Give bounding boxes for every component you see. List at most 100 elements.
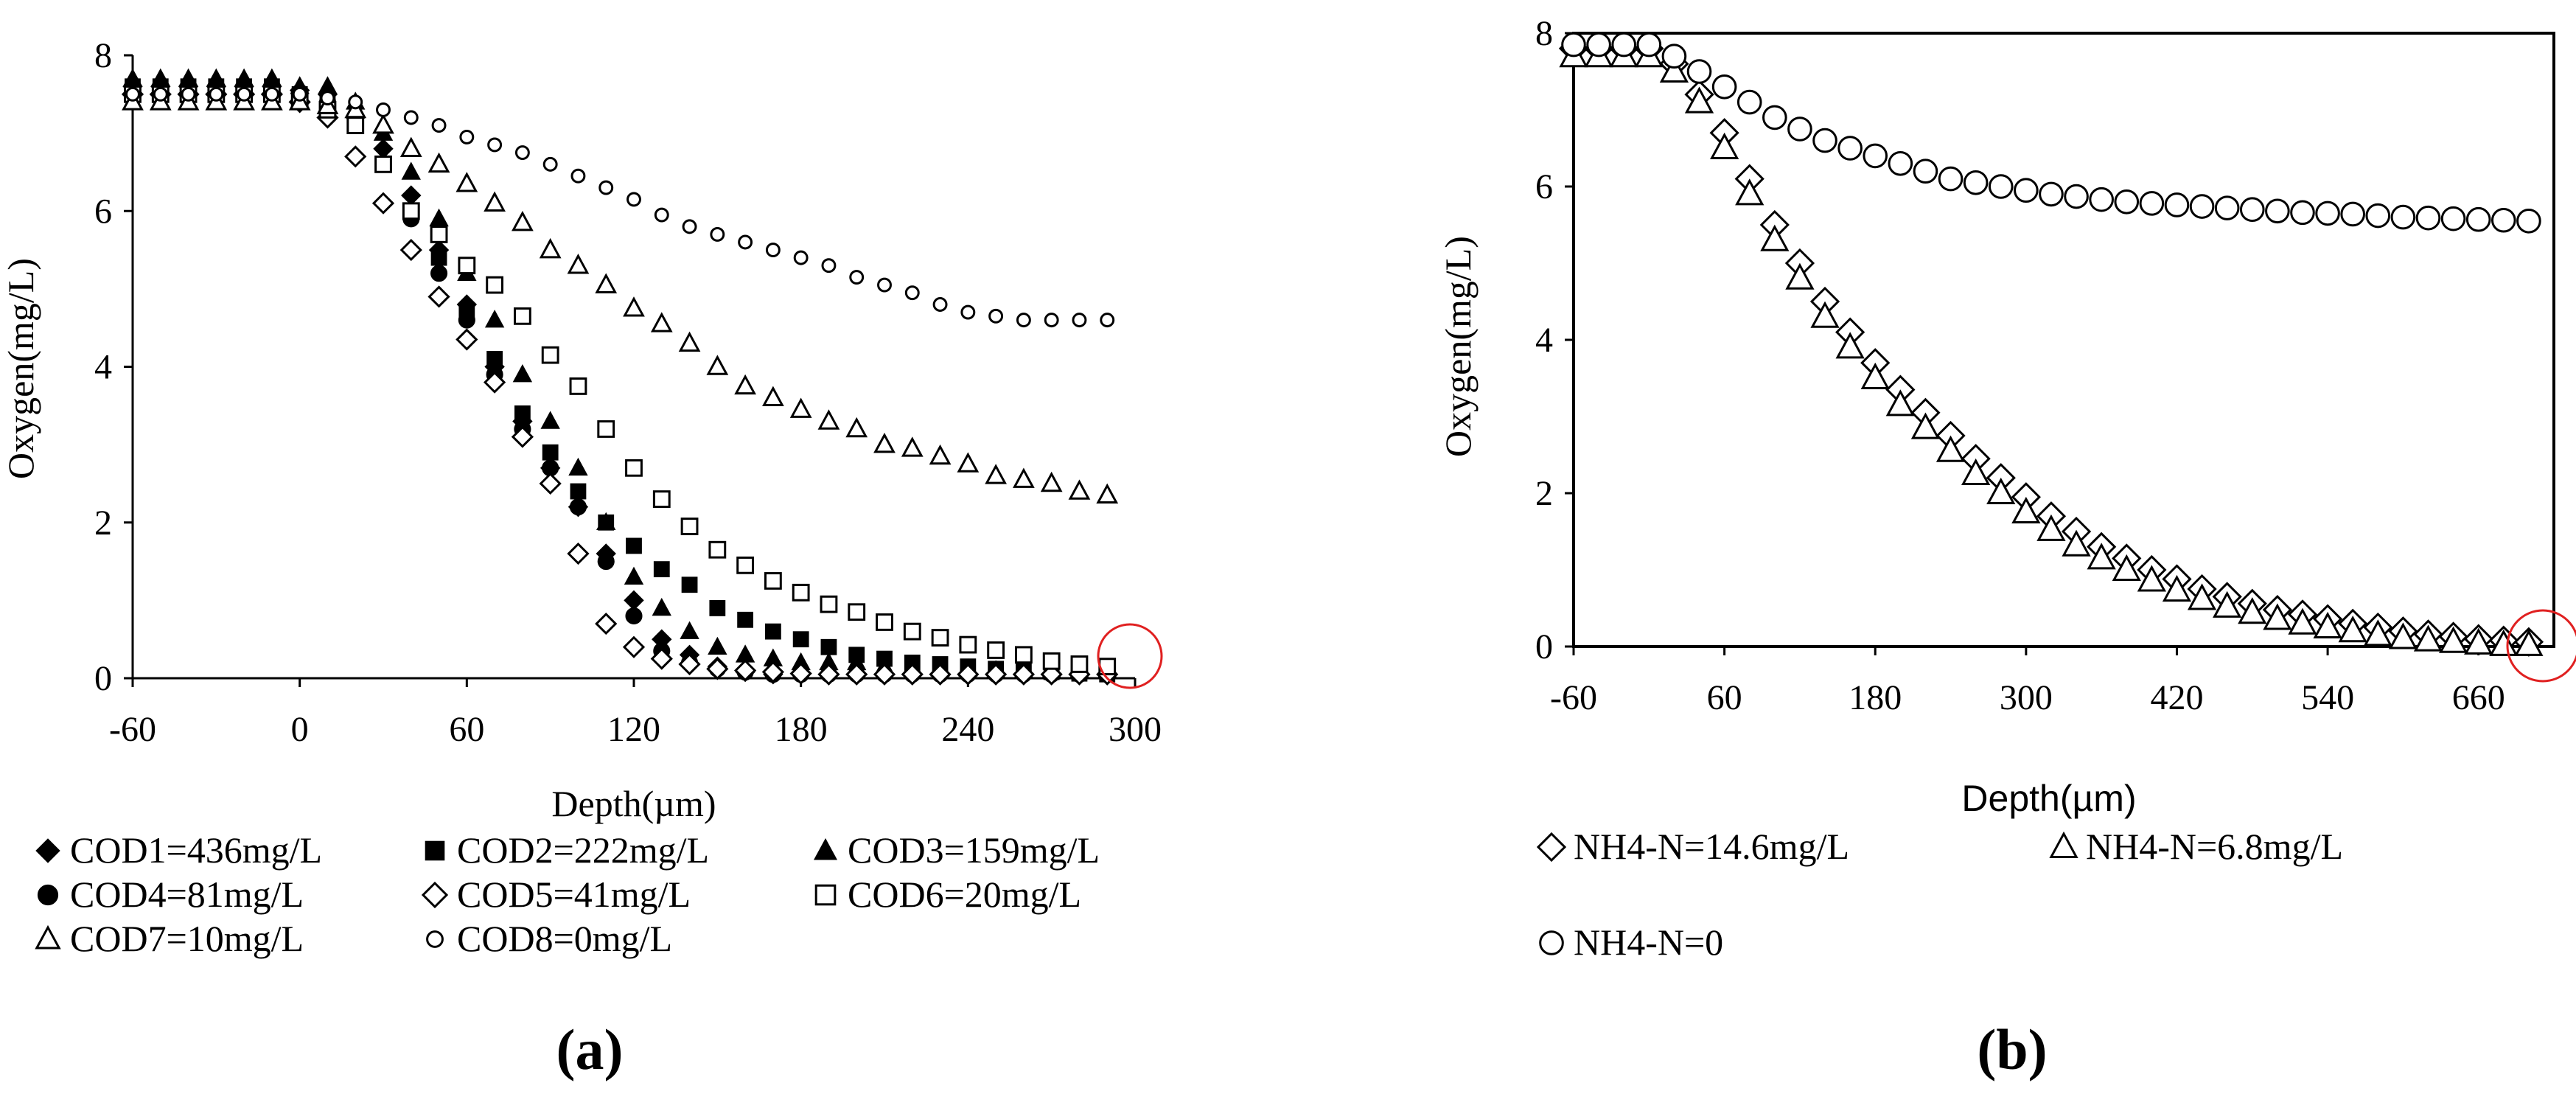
panel-b: 0 2 4 6 8 -60 60 180 300 420 540 660 Depth(µm) Oxygen… bbox=[1437, 14, 2576, 1081]
data-point bbox=[1013, 467, 1035, 488]
data-point bbox=[1636, 32, 1662, 58]
data-point bbox=[625, 459, 643, 477]
data-point bbox=[2388, 622, 2418, 649]
data-point bbox=[1785, 262, 1815, 290]
data-point bbox=[484, 310, 505, 328]
data-point bbox=[1735, 178, 1765, 206]
data-point bbox=[125, 86, 140, 102]
data-point bbox=[1963, 170, 1989, 195]
legend-label: COD1=436mg/L bbox=[70, 829, 322, 871]
data-point bbox=[2265, 198, 2290, 224]
data-point bbox=[2338, 616, 2367, 643]
data-point bbox=[817, 409, 840, 430]
data-point bbox=[2290, 200, 2315, 226]
data-point bbox=[903, 622, 921, 641]
data-point bbox=[1863, 143, 1888, 169]
data-point bbox=[1711, 74, 1737, 100]
legend-entry: NH4-N=6.8mg/L bbox=[2049, 826, 2343, 867]
data-point bbox=[2164, 192, 2190, 217]
legend-marker bbox=[2049, 831, 2078, 858]
data-point bbox=[2089, 187, 2114, 212]
data-point bbox=[514, 145, 530, 160]
data-point bbox=[765, 243, 781, 258]
data-point bbox=[2238, 597, 2267, 624]
data-point bbox=[401, 161, 421, 180]
legend-entry: COD5=41mg/L bbox=[421, 874, 691, 915]
data-point bbox=[264, 86, 279, 102]
data-point bbox=[624, 566, 644, 585]
data-point bbox=[570, 168, 586, 184]
legend-marker bbox=[425, 840, 445, 861]
data-point bbox=[486, 276, 504, 294]
x-tick-label: -60 bbox=[1550, 678, 1597, 717]
data-point bbox=[681, 576, 698, 593]
legend-entry: NH4-N=0 bbox=[1539, 921, 1723, 963]
data-point bbox=[292, 86, 307, 102]
data-point bbox=[2189, 194, 2215, 219]
data-point bbox=[1100, 313, 1115, 328]
panel-label: (a) bbox=[556, 1017, 624, 1081]
data-point bbox=[1561, 32, 1586, 58]
series-NH4-N=14.6mg/L bbox=[1558, 33, 2544, 657]
data-point bbox=[652, 490, 671, 508]
data-point bbox=[402, 202, 420, 220]
data-point bbox=[1837, 136, 1863, 161]
x-tick-label: 240 bbox=[941, 710, 994, 749]
legend-label: COD3=159mg/L bbox=[848, 829, 1100, 871]
data-point bbox=[484, 191, 506, 212]
legend-marker bbox=[814, 884, 837, 906]
data-point bbox=[2139, 191, 2165, 216]
data-point bbox=[2011, 496, 2041, 523]
data-point bbox=[427, 285, 450, 308]
data-point bbox=[985, 464, 1007, 484]
legend-label: NH4-N=0 bbox=[1574, 921, 1723, 963]
x-tick-label: 300 bbox=[2000, 678, 2053, 717]
x-tick-label: 60 bbox=[449, 710, 484, 749]
data-point bbox=[1044, 313, 1059, 328]
data-point bbox=[904, 285, 920, 301]
data-point bbox=[2039, 181, 2064, 207]
y-tick-label: 4 bbox=[94, 348, 112, 387]
legend-label: COD5=41mg/L bbox=[457, 874, 691, 915]
data-point bbox=[1888, 151, 1913, 176]
data-point bbox=[932, 297, 948, 312]
data-point bbox=[399, 238, 422, 262]
legend-marker bbox=[426, 930, 444, 948]
data-point bbox=[2440, 206, 2466, 231]
data-point bbox=[626, 537, 642, 554]
data-point bbox=[2214, 195, 2240, 220]
data-point bbox=[513, 307, 531, 325]
data-point bbox=[849, 270, 865, 285]
data-point bbox=[682, 219, 697, 234]
data-point bbox=[1684, 86, 1714, 114]
data-point bbox=[2114, 189, 2140, 215]
data-point bbox=[848, 603, 866, 621]
data-point bbox=[622, 635, 646, 658]
data-point bbox=[1661, 43, 1687, 69]
data-point bbox=[1810, 301, 1840, 328]
x-tick-label: 420 bbox=[2150, 678, 2203, 717]
data-point bbox=[1040, 471, 1063, 492]
legend-entry: COD2=222mg/L bbox=[425, 829, 709, 871]
x-tick-label: 540 bbox=[2301, 678, 2354, 717]
data-point bbox=[2137, 565, 2166, 592]
series-COD5=41mg/L bbox=[121, 83, 1119, 686]
legend-label: COD8=0mg/L bbox=[457, 918, 672, 959]
data-point bbox=[929, 444, 952, 465]
data-point bbox=[1885, 389, 1915, 417]
data-point bbox=[1586, 32, 1611, 58]
data-point bbox=[2062, 529, 2091, 557]
data-point bbox=[793, 250, 809, 265]
data-point bbox=[2263, 603, 2292, 630]
data-point bbox=[2288, 607, 2317, 635]
data-point bbox=[2390, 204, 2416, 230]
legend-entry: COD7=10mg/L bbox=[35, 918, 304, 959]
legend-label: COD7=10mg/L bbox=[70, 918, 304, 959]
data-point bbox=[706, 355, 729, 375]
data-point bbox=[2112, 554, 2141, 581]
legend-marker bbox=[421, 881, 449, 909]
data-point bbox=[2514, 629, 2544, 656]
data-point bbox=[678, 331, 701, 352]
data-point bbox=[376, 102, 391, 117]
